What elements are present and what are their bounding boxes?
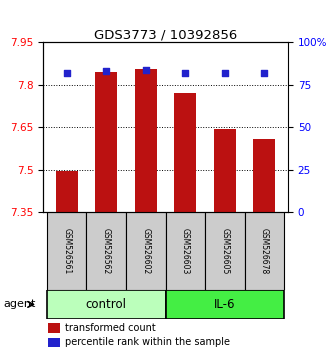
Point (261, 70, 267, 76)
Text: IL-6: IL-6 (214, 298, 236, 311)
Bar (86, 212, 126, 290)
Bar (126, 212, 166, 290)
Bar (174, 93, 196, 212)
Text: GSM526602: GSM526602 (141, 228, 150, 274)
Bar (95, 72, 117, 212)
Bar (48, 324, 60, 333)
Text: GSM526678: GSM526678 (260, 228, 269, 274)
Bar (47, 290, 166, 319)
Text: transformed count: transformed count (65, 323, 156, 333)
Text: agent: agent (3, 299, 36, 309)
Bar (47, 212, 86, 290)
Bar (214, 129, 236, 212)
Point (143, 67, 148, 73)
Bar (48, 338, 60, 347)
Text: GSM526561: GSM526561 (62, 228, 71, 274)
Text: GSM526562: GSM526562 (102, 228, 111, 274)
Point (222, 70, 227, 76)
Bar (56, 171, 77, 212)
Bar (166, 212, 205, 290)
Point (64, 70, 70, 76)
Bar (205, 212, 245, 290)
Bar (135, 69, 157, 212)
Bar (254, 139, 275, 212)
Title: GDS3773 / 10392856: GDS3773 / 10392856 (94, 28, 237, 41)
Bar (245, 212, 284, 290)
Point (183, 70, 188, 76)
Point (104, 69, 109, 74)
Bar (166, 290, 284, 319)
Text: GSM526603: GSM526603 (181, 228, 190, 275)
Text: percentile rank within the sample: percentile rank within the sample (65, 337, 230, 348)
Text: GSM526605: GSM526605 (220, 228, 229, 275)
Text: control: control (86, 298, 127, 311)
